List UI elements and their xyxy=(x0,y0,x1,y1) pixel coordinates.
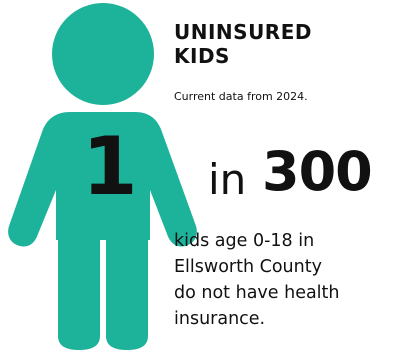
figure-head xyxy=(52,3,154,105)
stat-description: kids age 0-18 in Ellsworth County do not… xyxy=(174,228,396,332)
description-line-2: Ellsworth County xyxy=(174,257,322,277)
page-title: UNINSURED KIDS xyxy=(174,20,384,68)
stat-connector: in xyxy=(208,155,247,204)
description-line-4: insurance. xyxy=(174,309,266,329)
stat-numerator: 1 xyxy=(82,120,138,213)
figure-body xyxy=(8,112,197,247)
data-year-note: Current data from 2024. xyxy=(174,90,308,103)
description-line-1: kids age 0-18 in xyxy=(174,231,315,251)
figure-leg-left xyxy=(58,230,100,350)
title-line-2: KIDS xyxy=(174,44,230,68)
figure-leg-right xyxy=(106,230,148,350)
description-line-3: do not have health xyxy=(174,283,340,303)
title-line-1: UNINSURED xyxy=(174,20,312,44)
stat-denominator: 300 xyxy=(262,140,373,203)
child-figure-icon xyxy=(8,3,197,350)
